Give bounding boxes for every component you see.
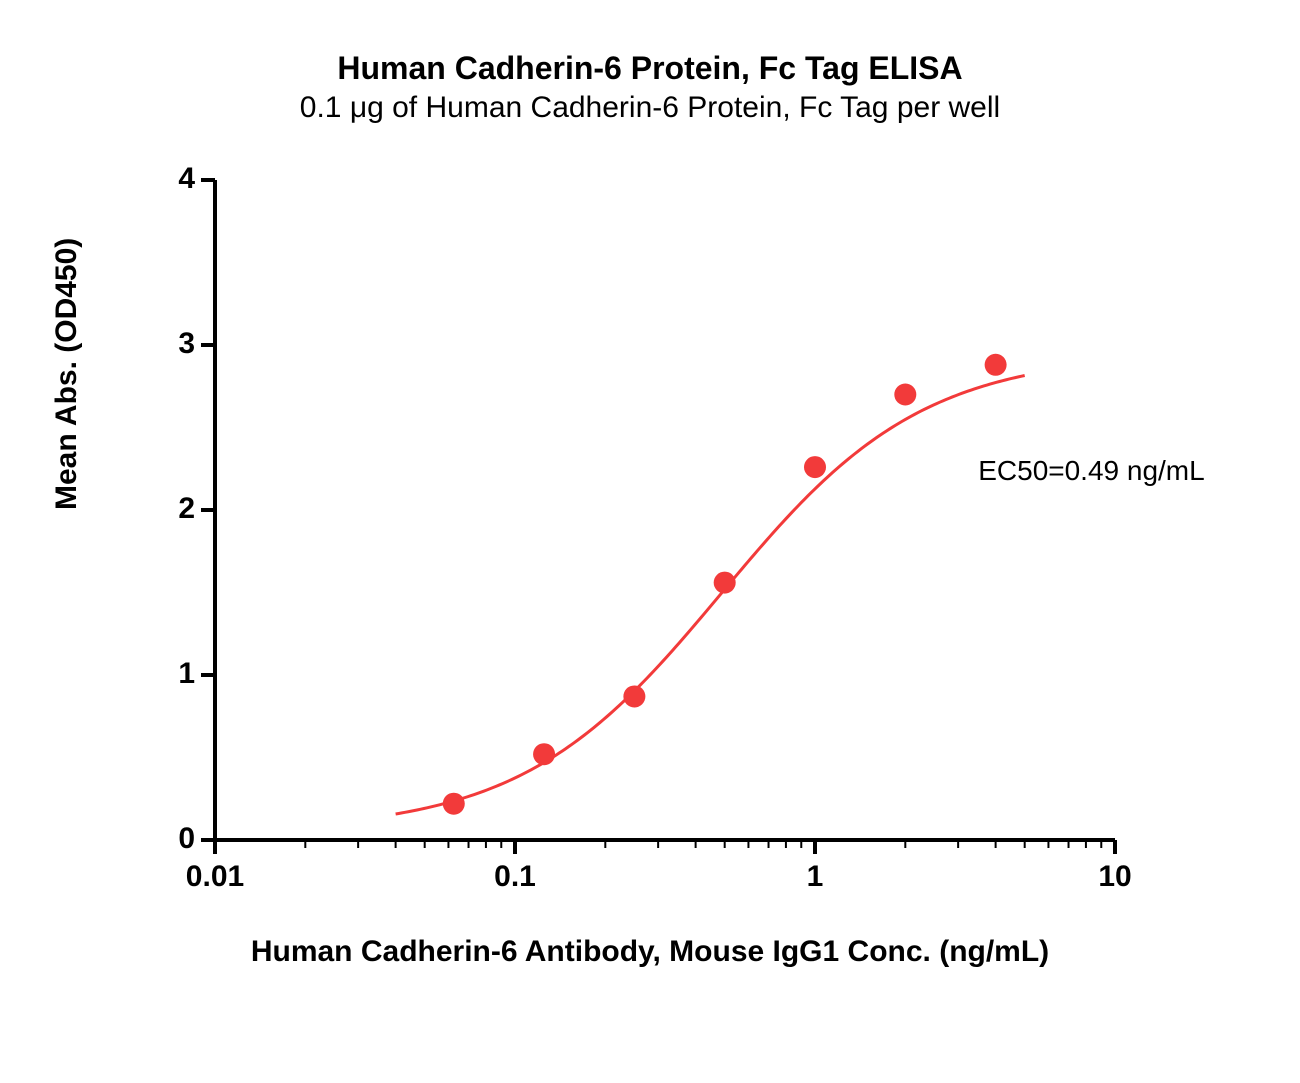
x-axis-label: Human Cadherin-6 Antibody, Mouse IgG1 Co… <box>0 935 1300 969</box>
plot-area <box>215 180 1115 840</box>
chart-title-block: Human Cadherin-6 Protein, Fc Tag ELISA 0… <box>0 50 1300 125</box>
y-axis-label: Mean Abs. (OD450) <box>50 238 84 510</box>
y-tick-label: 0 <box>145 822 195 856</box>
y-tick-label: 1 <box>145 657 195 691</box>
y-tick-label: 3 <box>145 327 195 361</box>
chart-title-main: Human Cadherin-6 Protein, Fc Tag ELISA <box>0 50 1300 87</box>
elisa-chart: Human Cadherin-6 Protein, Fc Tag ELISA 0… <box>0 0 1300 1083</box>
y-tick-label: 2 <box>145 492 195 526</box>
x-tick-label: 1 <box>807 860 824 894</box>
x-tick-label: 10 <box>1098 860 1131 894</box>
x-tick-label: 0.01 <box>186 860 244 894</box>
x-tick-label: 0.1 <box>494 860 536 894</box>
plot-svg <box>215 180 1115 840</box>
y-tick-label: 4 <box>145 162 195 196</box>
chart-title-sub: 0.1 μg of Human Cadherin-6 Protein, Fc T… <box>0 91 1300 125</box>
